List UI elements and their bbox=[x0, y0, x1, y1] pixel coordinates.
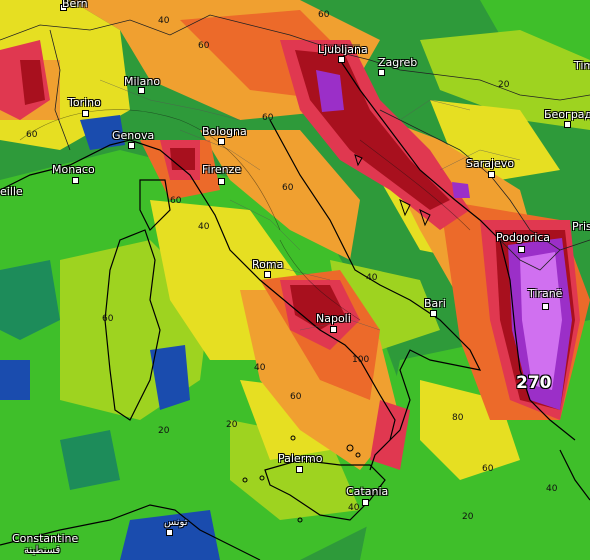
city-marker-bologna bbox=[218, 138, 225, 145]
city-label-genova: Genova bbox=[112, 129, 155, 142]
contour-label: 40 bbox=[158, 16, 170, 26]
city-label-ljubljana: Ljubljana bbox=[318, 43, 368, 56]
coastline-sicily bbox=[264, 459, 386, 521]
city-label-marseille: eille bbox=[0, 185, 23, 198]
regional-borders bbox=[99, 79, 521, 331]
precip-field-teal bbox=[0, 260, 120, 490]
city-marker-napoli bbox=[330, 326, 337, 333]
coastline-corsica bbox=[139, 179, 171, 232]
city-label-milano: Milano bbox=[124, 75, 161, 88]
city-label-zagreb: Zagreb bbox=[378, 56, 418, 69]
city-marker-bern bbox=[60, 4, 67, 11]
city-label-pris: Pris bbox=[572, 220, 590, 233]
city-label-palermo: Palermo bbox=[278, 452, 323, 465]
coastline-italy-west bbox=[0, 139, 396, 471]
border-alps bbox=[0, 14, 360, 46]
contour-label: 40 bbox=[348, 503, 360, 513]
city-marker-genova bbox=[128, 142, 135, 149]
city-label-tim: Tim bbox=[574, 59, 590, 72]
city-marker-bari bbox=[430, 310, 437, 317]
city-label-napoli: Napoli bbox=[316, 312, 351, 325]
border-france-italy bbox=[49, 29, 71, 151]
contour-label: 20 bbox=[226, 420, 238, 430]
border-slovenia-croatia bbox=[329, 49, 590, 101]
city-label-tirane: Tiranë bbox=[528, 287, 563, 300]
city-label-constantine: Constantine bbox=[12, 532, 79, 545]
contour-label: 100 bbox=[352, 355, 370, 365]
city-label-bern: Bern bbox=[62, 0, 88, 10]
border-montenegro-albania bbox=[499, 239, 561, 271]
city-marker-torino bbox=[82, 110, 89, 117]
contour-label: 80 bbox=[452, 413, 464, 423]
contour-label: 60 bbox=[170, 196, 182, 206]
precip-field-light-purple bbox=[520, 252, 562, 390]
city-label-firenze: Firenze bbox=[202, 163, 242, 176]
contour-label: 60 bbox=[26, 130, 38, 140]
contour-label: 60 bbox=[198, 41, 210, 51]
city-label-roma: Roma bbox=[252, 258, 284, 271]
coastline-greece bbox=[559, 449, 590, 501]
city-marker-tirane bbox=[542, 303, 549, 310]
city-label-sarajevo: Sarajevo bbox=[466, 157, 515, 170]
contour-label: 60 bbox=[482, 464, 494, 474]
city-marker-podgorica bbox=[518, 246, 525, 253]
city-label-torino: Torino bbox=[68, 96, 101, 109]
city-label-beograd: Београд bbox=[544, 108, 590, 121]
country-borders bbox=[0, 14, 590, 271]
city-label-bologna: Bologna bbox=[202, 125, 247, 138]
city-label-tunis-ar: تونس bbox=[164, 517, 188, 528]
contour-label: 20 bbox=[498, 80, 510, 90]
precip-field-blue bbox=[0, 115, 220, 560]
coastline-italy-east bbox=[269, 119, 482, 441]
city-marker-roma bbox=[264, 271, 271, 278]
city-label-catania: Catania bbox=[346, 485, 389, 498]
contour-label: 60 bbox=[102, 314, 114, 324]
city-marker-milano bbox=[138, 87, 145, 94]
contour-label: 20 bbox=[158, 426, 170, 436]
city-marker-beograd bbox=[564, 121, 571, 128]
contour-label: 60 bbox=[318, 10, 330, 20]
contour-label: 40 bbox=[198, 222, 210, 232]
city-marker-ljubljana bbox=[338, 56, 345, 63]
city-label-monaco: Monaco bbox=[52, 163, 95, 176]
city-marker-catania bbox=[362, 499, 369, 506]
city-label-podgorica: Podgorica bbox=[496, 231, 551, 244]
city-marker-tunis bbox=[166, 529, 173, 536]
contour-label: 60 bbox=[282, 183, 294, 193]
border-bosnia bbox=[379, 109, 590, 251]
contour-label: 40 bbox=[366, 273, 378, 283]
city-label-bari: Bari bbox=[424, 297, 446, 310]
city-marker-palermo bbox=[296, 466, 303, 473]
contour-label: 40 bbox=[254, 363, 266, 373]
city-marker-monaco bbox=[72, 177, 79, 184]
contour-label: 60 bbox=[290, 392, 302, 402]
contour-label: 60 bbox=[262, 113, 274, 123]
small-islands bbox=[242, 154, 431, 523]
contour-label: 20 bbox=[462, 512, 474, 522]
coastline-africa bbox=[0, 504, 261, 560]
city-marker-zagreb bbox=[378, 69, 385, 76]
city-label-constantine-ar: قسنطينة bbox=[24, 545, 61, 556]
max-value-label: 270 bbox=[516, 373, 552, 393]
coastline-sardinia bbox=[104, 229, 161, 421]
isohyet-contours bbox=[19, 109, 471, 321]
city-marker-sarajevo bbox=[488, 171, 495, 178]
city-marker-firenze bbox=[218, 178, 225, 185]
contour-label: 40 bbox=[546, 484, 558, 494]
